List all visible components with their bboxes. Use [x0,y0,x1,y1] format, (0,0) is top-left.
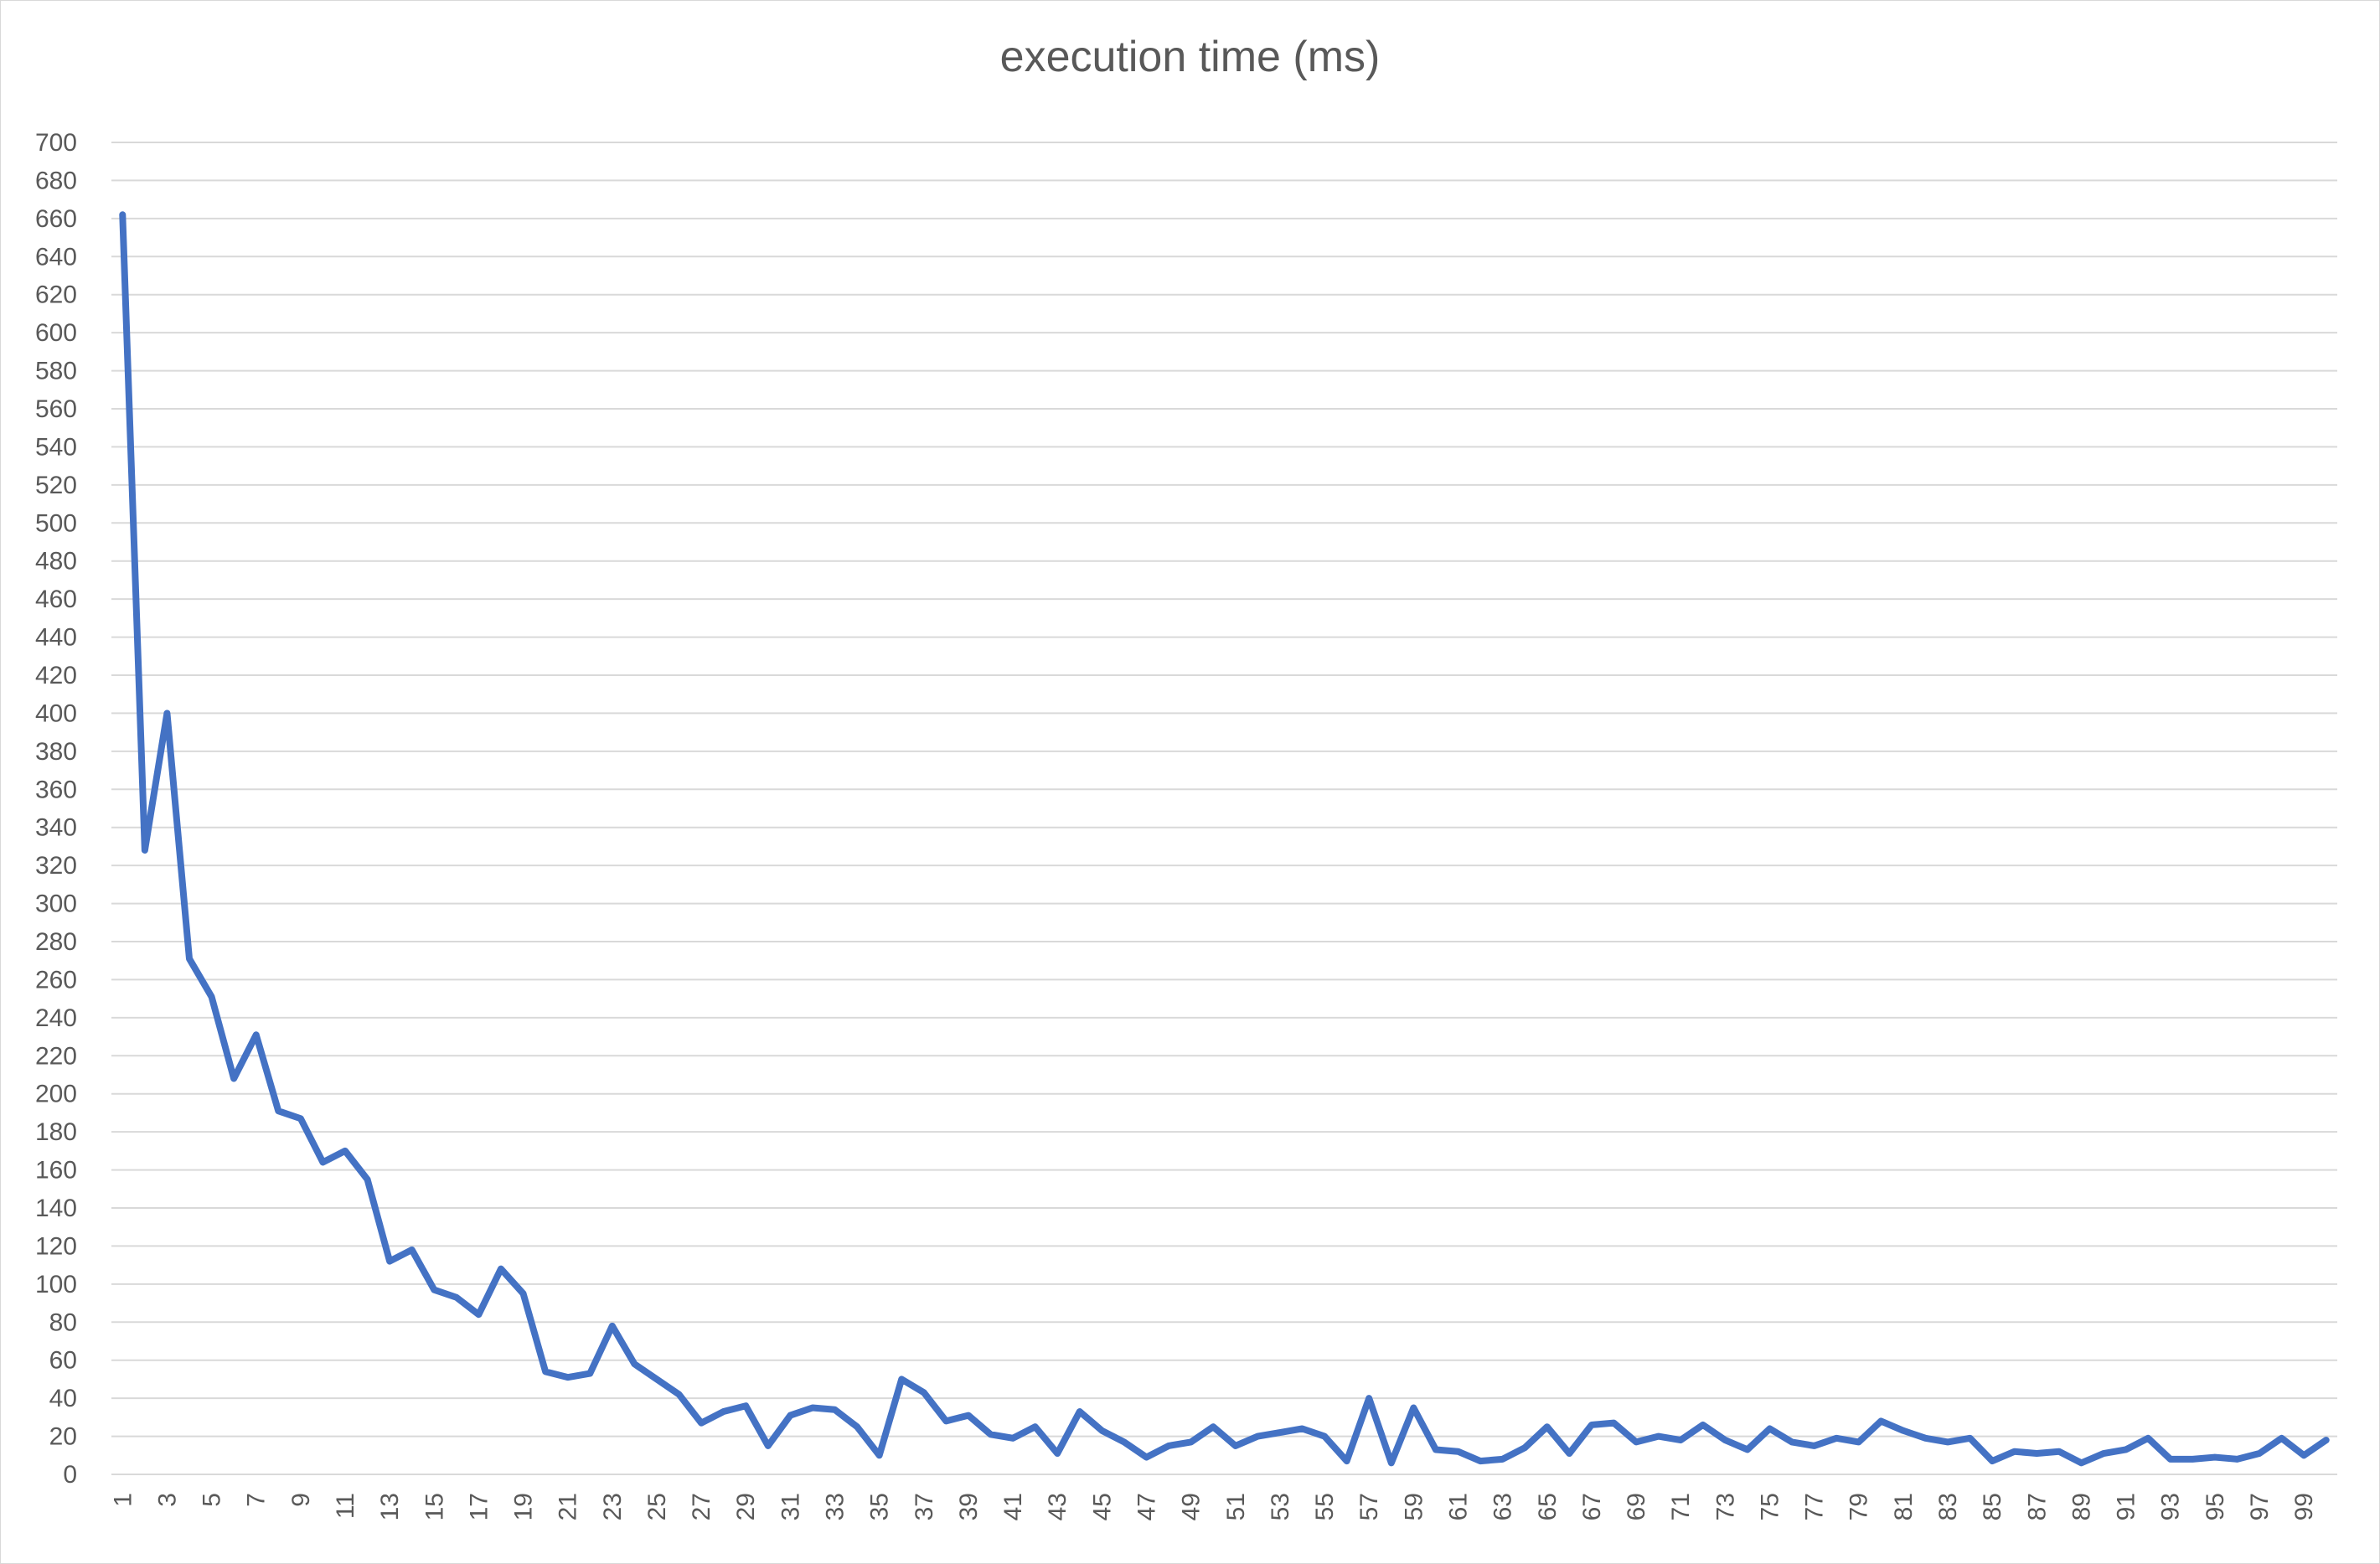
y-tick-label: 220 [35,1042,77,1070]
x-tick-label: 31 [777,1493,804,1520]
x-tick-label: 59 [1400,1493,1427,1520]
x-axis-ticks: 1 3 5 7 9 11 13 15 17 19 21 23 25 27 29 31 33 35 37 39 41 43 4… [109,1493,2318,1520]
y-tick-label: 340 [35,814,77,842]
x-tick-label: 39 [955,1493,983,1520]
x-tick-label: 69 [1623,1493,1650,1520]
y-tick-label: 580 [35,358,77,385]
x-tick-label: 83 [1934,1493,1962,1520]
y-tick-label: 240 [35,1004,77,1032]
y-tick-label: 280 [35,928,77,956]
y-tick-label: 200 [35,1081,77,1108]
x-tick-label: 85 [1979,1493,2006,1520]
x-tick-label: 65 [1534,1493,1562,1520]
series-group [119,211,2330,1467]
x-tick-label: 99 [2290,1493,2318,1520]
y-tick-label: 680 [35,167,77,194]
x-tick-label: 21 [555,1493,582,1520]
x-tick-label: 25 [643,1493,671,1520]
x-tick-label: 5 [199,1493,226,1507]
x-tick-label: 95 [2202,1493,2229,1520]
x-tick-label: 33 [822,1493,849,1520]
x-tick-label: 43 [1044,1493,1071,1520]
x-tick-label: 1 [109,1493,137,1507]
x-tick-label: 53 [1267,1493,1294,1520]
x-tick-label: 29 [732,1493,760,1520]
y-tick-label: 620 [35,281,77,309]
y-tick-label: 440 [35,624,77,652]
y-tick-label: 420 [35,662,77,689]
y-tick-label: 260 [35,966,77,994]
x-tick-label: 27 [688,1493,715,1520]
y-tick-label: 360 [35,776,77,803]
x-tick-label: 13 [376,1493,404,1520]
series-line-0 [119,211,2330,1467]
x-tick-label: 15 [421,1493,448,1520]
y-tick-label: 500 [35,509,77,537]
y-tick-label: 600 [35,319,77,347]
y-tick-label: 80 [49,1308,77,1336]
x-tick-label: 93 [2157,1493,2185,1520]
x-tick-label: 79 [1846,1493,1873,1520]
x-tick-label: 41 [999,1493,1027,1520]
x-tick-label: 23 [599,1493,627,1520]
x-tick-label: 81 [1890,1493,1918,1520]
y-tick-label: 60 [49,1347,77,1375]
x-tick-label: 87 [2023,1493,2051,1520]
x-tick-label: 61 [1444,1493,1472,1520]
y-tick-label: 40 [49,1385,77,1412]
x-tick-label: 35 [866,1493,894,1520]
x-tick-label: 17 [465,1493,493,1520]
x-tick-label: 89 [2068,1493,2095,1520]
x-tick-label: 9 [287,1493,315,1507]
grid-lines [111,142,2337,1475]
y-tick-label: 320 [35,852,77,880]
y-tick-label: 140 [35,1195,77,1222]
x-tick-label: 45 [1088,1493,1116,1520]
y-tick-label: 700 [35,129,77,157]
y-tick-label: 380 [35,738,77,766]
x-tick-label: 71 [1667,1493,1695,1520]
y-tick-label: 560 [35,395,77,423]
y-tick-label: 100 [35,1271,77,1298]
x-tick-label: 55 [1311,1493,1339,1520]
y-tick-label: 160 [35,1157,77,1185]
x-tick-label: 67 [1578,1493,1606,1520]
y-tick-label: 540 [35,433,77,461]
y-tick-label: 0 [63,1461,77,1489]
x-tick-label: 47 [1133,1493,1161,1520]
x-tick-label: 3 [153,1493,181,1507]
x-tick-label: 19 [510,1493,538,1520]
y-tick-label: 20 [49,1423,77,1451]
x-tick-label: 57 [1355,1493,1383,1520]
y-tick-label: 660 [35,205,77,233]
x-tick-label: 75 [1756,1493,1784,1520]
y-tick-label: 460 [35,586,77,613]
x-tick-label: 11 [332,1493,359,1519]
x-tick-label: 49 [1178,1493,1205,1520]
x-tick-label: 63 [1489,1493,1517,1520]
y-tick-label: 120 [35,1232,77,1260]
y-tick-label: 400 [35,699,77,727]
y-tick-label: 480 [35,548,77,576]
x-tick-label: 37 [911,1493,938,1520]
y-tick-label: 520 [35,472,77,499]
x-tick-label: 77 [1801,1493,1829,1520]
x-tick-label: 7 [243,1493,271,1507]
y-tick-label: 180 [35,1118,77,1146]
x-tick-label: 97 [2246,1493,2274,1520]
x-tick-label: 73 [1711,1493,1739,1520]
chart-title: execution time (ms) [999,33,1381,81]
x-tick-label: 91 [2113,1493,2140,1520]
y-tick-label: 640 [35,243,77,271]
y-axis-ticks: 0 20 40 60 80 100 120 140 160 180 200 220 240 260 280 3… [35,129,77,1489]
x-tick-label: 51 [1222,1493,1250,1520]
y-tick-label: 300 [35,890,77,918]
